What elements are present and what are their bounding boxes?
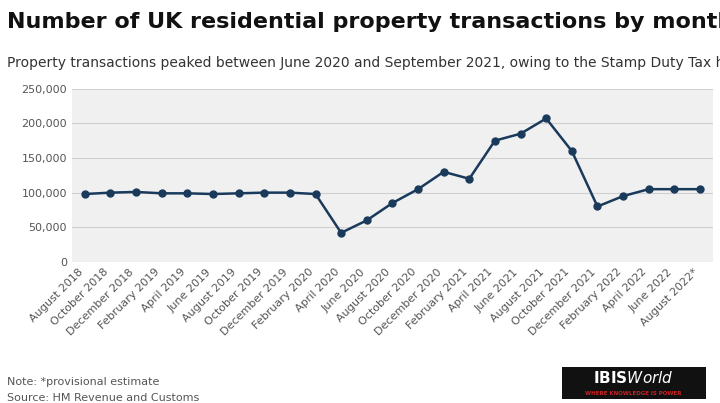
- Text: Property transactions peaked between June 2020 and September 2021, owing to the : Property transactions peaked between Jun…: [7, 56, 720, 71]
- Text: Number of UK residential property transactions by month: Number of UK residential property transa…: [7, 12, 720, 32]
- Text: IBIS$\it{World}$: IBIS$\it{World}$: [593, 370, 674, 386]
- Text: WHERE KNOWLEDGE IS POWER: WHERE KNOWLEDGE IS POWER: [585, 391, 682, 396]
- Text: Source: HM Revenue and Customs: Source: HM Revenue and Customs: [7, 393, 199, 403]
- Text: Note: *provisional estimate: Note: *provisional estimate: [7, 377, 160, 387]
